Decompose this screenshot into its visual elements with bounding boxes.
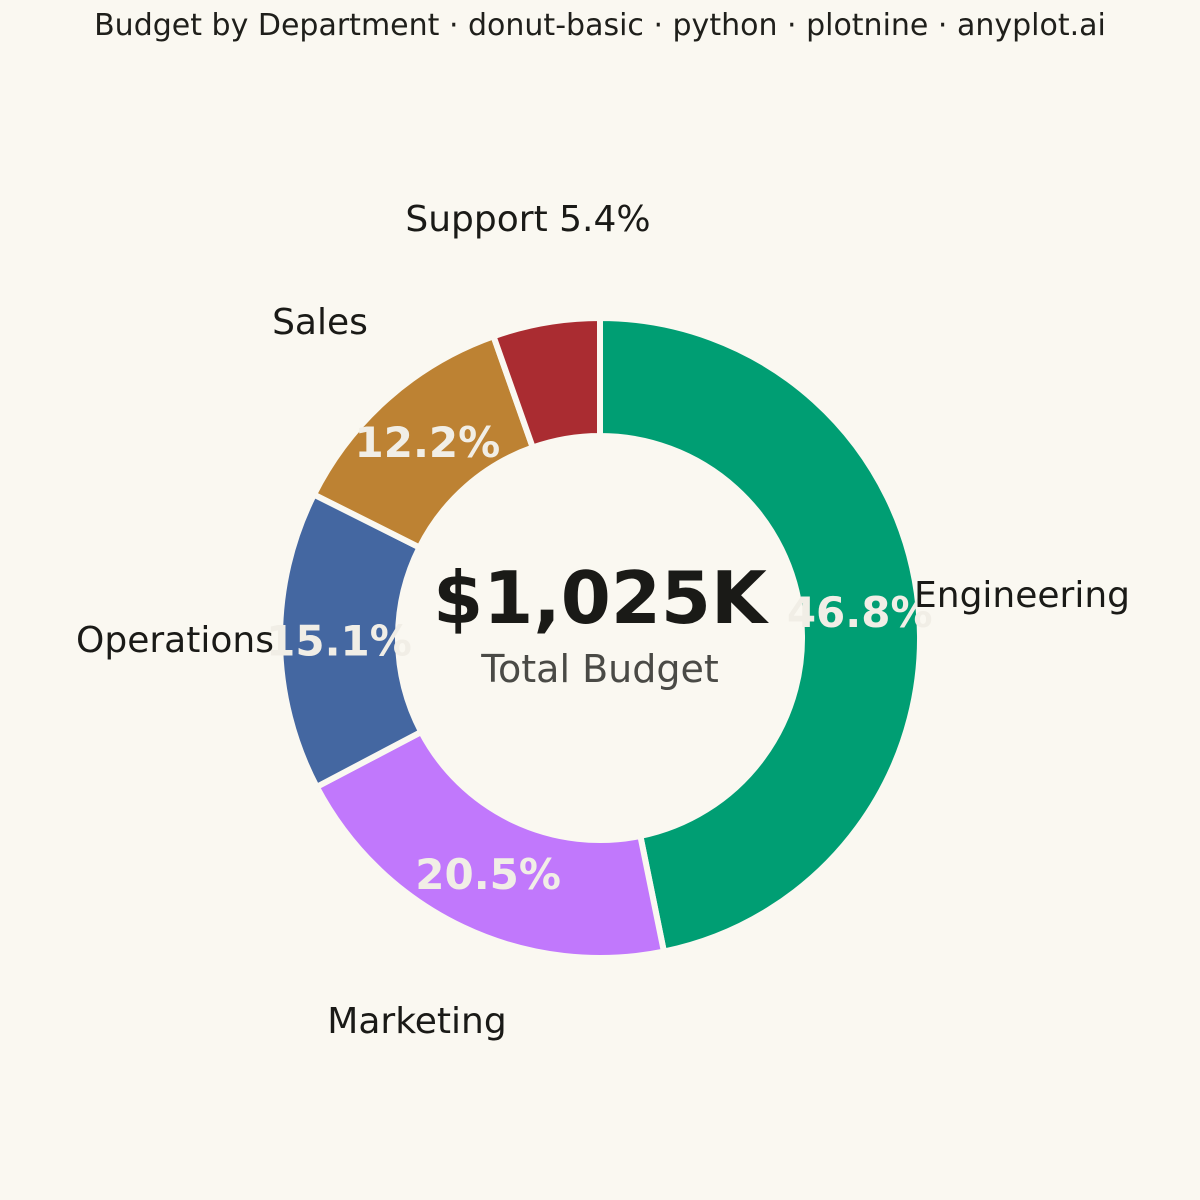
category-label-engineering: Engineering — [914, 575, 1130, 616]
category-label-marketing: Marketing — [327, 1001, 506, 1042]
category-label-sales: Sales — [272, 302, 368, 343]
percent-label-operations: 15.1% — [266, 616, 412, 665]
center-total-label: Total Budget — [480, 647, 719, 691]
center-total-value: $1,025K — [433, 556, 769, 640]
donut-slice-support — [489, 314, 603, 452]
donut-slice-engineering — [597, 314, 923, 956]
category-label-operations: Operations — [76, 620, 274, 661]
chart-title: Budget by Department · donut-basic · pyt… — [94, 8, 1106, 43]
percent-label-marketing: 20.5% — [415, 850, 561, 899]
percent-label-sales: 12.2% — [355, 418, 501, 467]
category-label-support: Support 5.4% — [405, 199, 650, 240]
percent-label-engineering: 46.8% — [787, 588, 933, 637]
donut-slice-marketing — [312, 727, 668, 961]
